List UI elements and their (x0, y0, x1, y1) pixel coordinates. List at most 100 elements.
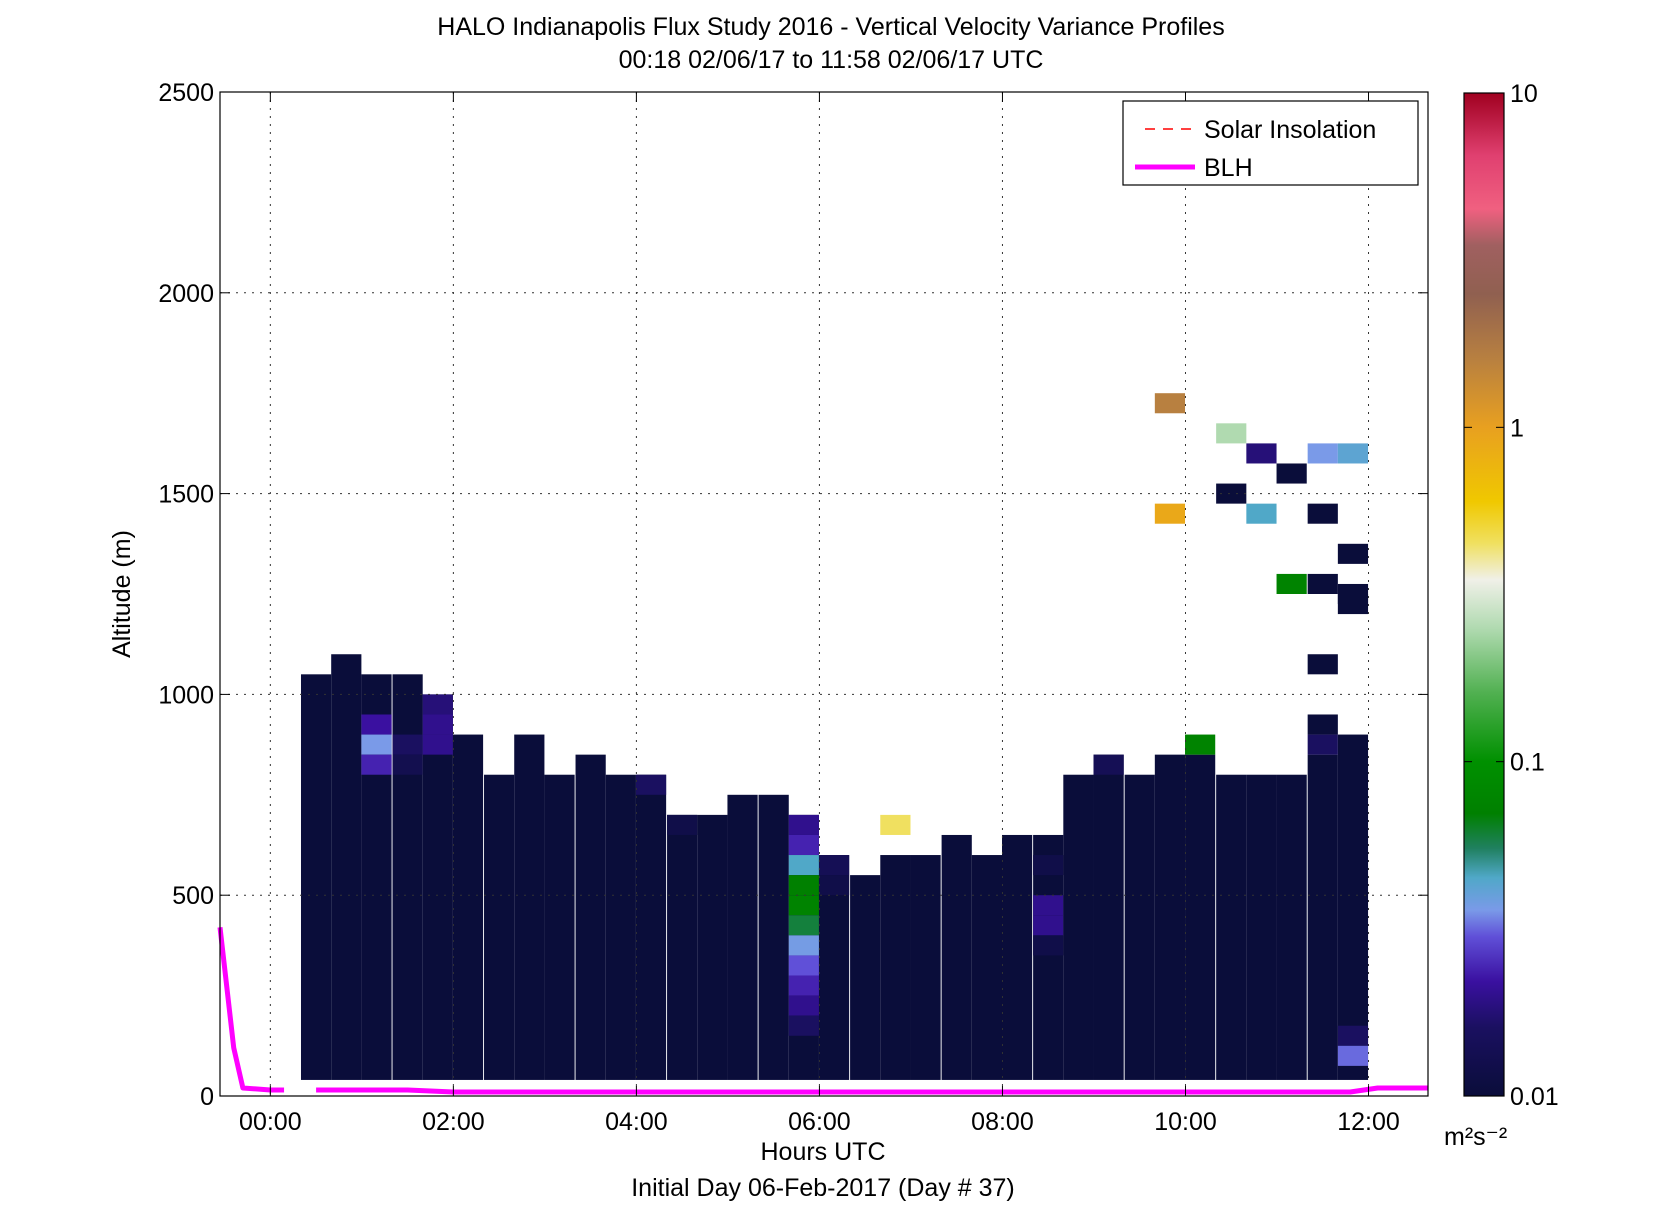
heatmap-column-31 (1246, 774, 1277, 1080)
x-tick-label-5: 10:00 (1154, 1108, 1217, 1136)
plot-frame (219, 91, 1429, 1097)
heatmap-column-1 (331, 654, 362, 1080)
heatmap-cell-34-5 (1337, 1045, 1369, 1066)
heatmap-column-5 (452, 734, 484, 1080)
heatmap-cell-16-1 (788, 834, 819, 856)
heatmap-column-14 (727, 794, 758, 1080)
y-tick-label-4: 2000 (158, 280, 214, 308)
heatmap-cell-33-1 (1307, 503, 1338, 524)
heatmap-cell-29-0 (1185, 734, 1216, 755)
heatmap-column-11 (635, 774, 667, 1080)
legend-solar-insolation-label: Solar Insolation (1204, 116, 1376, 144)
heatmap-cell-16-0 (788, 814, 819, 835)
heatmap-cell-4-1 (422, 714, 453, 735)
heatmap-cell-17-1 (818, 875, 850, 896)
colorbar-ticks: 0.01 0.1 1 10 (1464, 80, 1559, 1111)
heatmap-cell-33-4 (1307, 714, 1338, 735)
x-tick-label-4: 08:00 (971, 1108, 1034, 1136)
heatmap-column-23 (1001, 834, 1033, 1080)
x-tick-label-0: 00:00 (239, 1108, 302, 1136)
heatmap-column-34 (1337, 734, 1369, 1080)
heatmap-cell-17-0 (818, 855, 850, 876)
heatmap-cell-24-1 (1033, 895, 1064, 916)
heatmap-column-8 (544, 774, 575, 1080)
heatmap-cell-33-3 (1307, 654, 1338, 675)
heatmap-cell-3-0 (392, 734, 423, 755)
heatmap-cell-34-1 (1337, 543, 1369, 564)
colorbar-frame (1463, 92, 1505, 1097)
heatmap-cell-3-1 (392, 754, 423, 775)
heatmap-column-19 (880, 855, 911, 1080)
heatmap-cell-16-3 (788, 875, 819, 896)
colorbar-unit-label: m²s⁻² (1444, 1123, 1507, 1151)
x-tick-label-6: 12:00 (1337, 1108, 1400, 1136)
heatmap-column-30 (1216, 774, 1247, 1080)
y-tick-label-3: 1500 (158, 481, 214, 509)
heatmap-cell-2-1 (361, 734, 392, 755)
colorbar: 0.01 0.1 1 10 m²s⁻² (1444, 80, 1559, 1151)
heatmap-cell-24-2 (1033, 915, 1064, 936)
blh-line-segment-0 (217, 927, 285, 1093)
heatmap-cell-16-4 (788, 895, 819, 916)
heatmap-cell-4-0 (422, 694, 453, 715)
axis-ticks: 00:00 02:00 04:00 06:00 08:00 10:00 12:00 0 500 1… (158, 79, 1428, 1136)
plot-area: 00:00 02:00 04:00 06:00 08:00 10:00 12:00 0 500 1… (158, 79, 1429, 1136)
heatmap-column-26 (1093, 754, 1124, 1080)
blh-line-segment-1 (316, 1085, 1428, 1095)
legend: Solar Insolation BLH (1122, 100, 1419, 186)
heatmap-column-29 (1185, 754, 1216, 1080)
colorbar-tick-label-1: 0.1 (1510, 749, 1545, 777)
colorbar-tick-label-0: 0.01 (1510, 1083, 1559, 1111)
heatmap-cell-32-0 (1276, 463, 1307, 484)
heatmap-cell-33-0 (1307, 443, 1338, 464)
heatmap-cell-16-5 (788, 915, 819, 936)
heatmap-cell-28-1 (1154, 503, 1186, 524)
heatmap-cell-31-0 (1246, 443, 1277, 464)
y-tick-label-5: 2500 (158, 79, 214, 107)
legend-blh-label: BLH (1204, 154, 1253, 182)
heatmap-cell-33-2 (1307, 573, 1338, 594)
chart-title: HALO Indianapolis Flux Study 2016 - Vert… (437, 13, 1224, 41)
y-tick-label-0: 0 (200, 1083, 214, 1111)
heatmap-cell-30-1 (1216, 483, 1247, 504)
heatmap-column-7 (514, 734, 545, 1080)
blh-line-layer (217, 927, 1428, 1095)
legend-box (1122, 100, 1419, 186)
heatmap-column-22 (971, 855, 1002, 1080)
heatmap-column-4 (422, 694, 453, 1080)
chart-subtitle: 00:18 02/06/17 to 11:58 02/06/17 UTC (619, 46, 1044, 74)
heatmap-column-33 (1307, 754, 1338, 1080)
x-axis-label: Hours UTC (760, 1138, 885, 1166)
heatmap-cell-33-5 (1307, 734, 1338, 755)
heatmap-column-24 (1033, 834, 1064, 1080)
heatmap-cell-26-0 (1093, 754, 1124, 775)
heatmap-column-9 (575, 754, 606, 1080)
heatmap-cell-16-6 (788, 935, 819, 956)
heatmap-column-6 (484, 774, 515, 1080)
colorbar-gradient (1464, 93, 1504, 1096)
heatmap-column-15 (758, 794, 789, 1080)
heatmap-column-18 (850, 875, 881, 1080)
heatmap-column-13 (697, 814, 728, 1080)
heatmap-column-32 (1276, 774, 1307, 1080)
heatmap-cell-30-0 (1216, 423, 1247, 444)
heatmap-column-25 (1063, 774, 1094, 1080)
colorbar-tick-label-3: 10 (1510, 80, 1538, 108)
colorbar-tick-label-2: 1 (1510, 414, 1524, 442)
heatmap-column-10 (605, 774, 636, 1080)
heatmap-cell-16-7 (788, 955, 819, 976)
heatmap-column-27 (1124, 774, 1155, 1080)
heatmap-cell-2-0 (361, 714, 392, 735)
heatmap-cell-4-2 (422, 734, 453, 755)
heatmap-cell-32-1 (1276, 573, 1307, 594)
heatmap-layer (300, 393, 1369, 1080)
x-tick-label-2: 04:00 (605, 1108, 668, 1136)
heatmap-cell-19-0 (880, 814, 911, 835)
y-axis-label: Altitude (m) (108, 530, 136, 658)
heatmap-column-12 (667, 814, 698, 1080)
heatmap-cell-12-0 (667, 814, 698, 835)
y-tick-label-2: 1000 (158, 681, 214, 709)
heatmap-cell-16-10 (788, 1015, 819, 1036)
heatmap-column-28 (1154, 754, 1186, 1080)
